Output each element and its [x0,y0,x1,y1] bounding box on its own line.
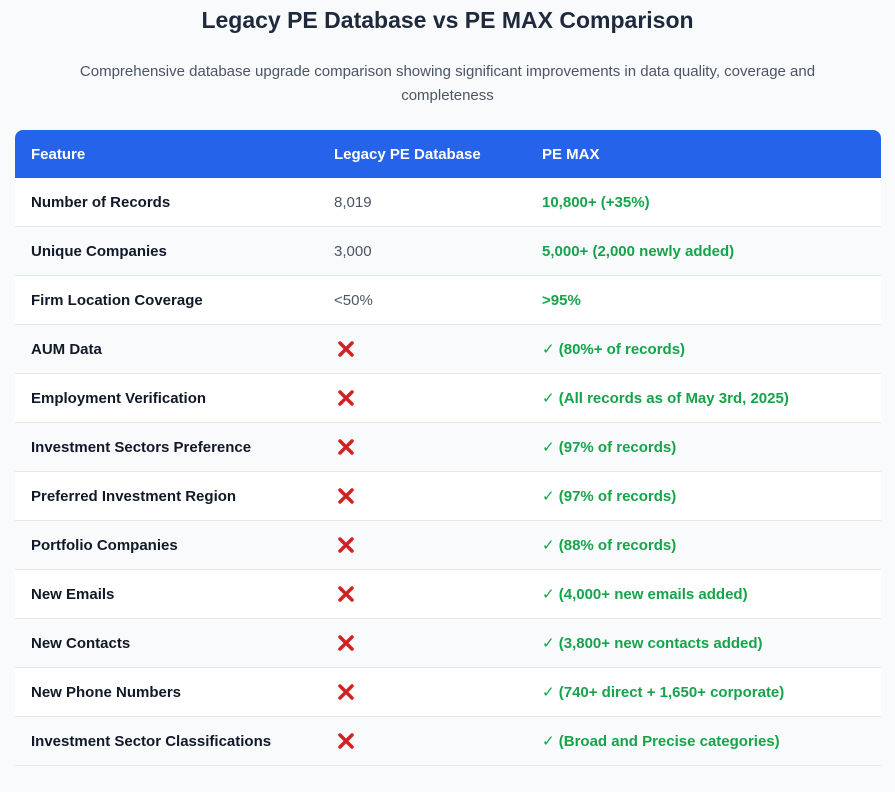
legacy-cell: 3,000 [334,242,372,260]
table-row: Unique Companies 3,000 5,000+ (2,000 newly… [15,227,881,276]
legacy-cell-missing [334,388,542,408]
legacy-cell-missing [334,731,542,751]
feature-cell: AUM Data [31,340,102,358]
legacy-cell-missing [334,584,542,604]
comparison-table: Feature Legacy PE Database PE MAX Number… [15,130,881,766]
pemax-cell: ✓ (80%+ of records) [542,341,686,358]
pemax-cell: 5,000+ (2,000 newly added) [542,242,735,260]
cross-mark-icon [336,584,356,604]
table-row: Investment Sector Classifications ✓ (Broa… [15,717,881,766]
pemax-cell: ✓ (4,000+ new emails added) [542,586,748,603]
feature-cell: Investment Sectors Preference [31,438,252,456]
legacy-cell: <50% [334,291,373,309]
legacy-cell-missing [334,437,542,457]
table-row: Portfolio Companies ✓ (88% of records) [15,521,881,570]
legacy-cell-missing [334,486,542,506]
cross-mark-icon [336,437,356,457]
column-header-feature: Feature [31,145,86,163]
table-body: Number of Records 8,019 10,800+ (+35%) Uniq… [15,178,881,766]
table-row: Employment Verification ✓ (All records as… [15,374,881,423]
feature-cell: Number of Records [31,193,171,211]
legacy-cell-missing [334,682,542,702]
column-header-legacy: Legacy PE Database [334,145,481,163]
cross-mark-icon [336,731,356,751]
cross-mark-icon [336,535,356,555]
pemax-cell: 10,800+ (+35%) [542,193,650,211]
feature-cell: Unique Companies [31,242,167,260]
cross-mark-icon [336,486,356,506]
table-row: Preferred Investment Region ✓ (97% of rec… [15,472,881,521]
table-row: New Emails ✓ (4,000+ new emails added) [15,570,881,619]
pemax-cell: ✓ (3,800+ new contacts added) [542,635,763,652]
cross-mark-icon [336,633,356,653]
legacy-cell-missing [334,339,542,359]
feature-cell: New Emails [31,585,115,603]
feature-cell: Firm Location Coverage [31,291,203,309]
pemax-cell: >95% [542,291,581,309]
table-header-row: Feature Legacy PE Database PE MAX [15,130,881,178]
legacy-cell: 8,019 [334,193,372,211]
feature-cell: Employment Verification [31,389,207,407]
table-row: New Contacts ✓ (3,800+ new contacts added… [15,619,881,668]
pemax-cell: ✓ (Broad and Precise categories) [542,733,780,750]
feature-cell: Investment Sector Classifications [31,732,272,750]
cross-mark-icon [336,388,356,408]
column-header-pemax: PE MAX [542,145,600,163]
page-subtitle: Comprehensive database upgrade compariso… [79,63,816,104]
pemax-cell: ✓ (97% of records) [542,439,677,456]
feature-cell: Portfolio Companies [31,536,178,554]
table-row: New Phone Numbers ✓ (740+ direct + 1,650+… [15,668,881,717]
cross-mark-icon [336,682,356,702]
table-row: AUM Data ✓ (80%+ of records) [15,325,881,374]
page-title: Legacy PE Database vs PE MAX Comparison [201,7,694,33]
feature-cell: New Phone Numbers [31,683,182,701]
pemax-cell: ✓ (97% of records) [542,488,677,505]
feature-cell: New Contacts [31,634,131,652]
cross-mark-icon [336,339,356,359]
legacy-cell-missing [334,535,542,555]
table-row: Firm Location Coverage <50% >95% [15,276,881,325]
pemax-cell: ✓ (All records as of May 3rd, 2025) [542,390,789,407]
pemax-cell: ✓ (740+ direct + 1,650+ corporate) [542,684,785,701]
table-row: Investment Sectors Preference ✓ (97% of r… [15,423,881,472]
pemax-cell: ✓ (88% of records) [542,537,677,554]
feature-cell: Preferred Investment Region [31,487,237,505]
table-row: Number of Records 8,019 10,800+ (+35%) [15,178,881,227]
legacy-cell-missing [334,633,542,653]
